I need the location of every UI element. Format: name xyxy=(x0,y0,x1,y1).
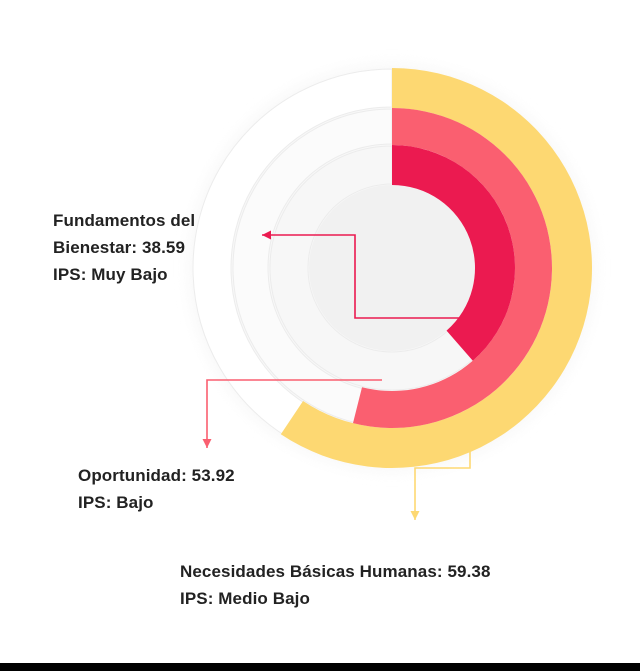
leader-arrow-1 xyxy=(410,511,420,520)
bar-arc-necesidades-b-sicas-humanas xyxy=(280,68,593,469)
label-necesidades-basicas-humanas: Necesidades Básicas Humanas: 59.38 IPS: … xyxy=(180,558,491,612)
bar-arc-fundamentos-del-bienestar xyxy=(392,145,515,361)
label-fb-line3: IPS: Muy Bajo xyxy=(53,265,168,284)
label-fb-line2: Bienestar: 38.59 xyxy=(53,238,186,257)
leader-line-3 xyxy=(262,234,470,319)
leader-arrow-3 xyxy=(262,230,271,240)
label-op-line1: Oportunidad: 53.92 xyxy=(78,466,235,485)
leader-lines xyxy=(202,230,471,520)
label-nbh-line2: IPS: Medio Bajo xyxy=(180,589,310,608)
bar-arc-oportunidad xyxy=(352,108,552,428)
leader-line-2 xyxy=(206,379,382,448)
label-nbh-line1: Necesidades Básicas Humanas: 59.38 xyxy=(180,562,491,581)
label-op-line2: IPS: Bajo xyxy=(78,493,154,512)
label-oportunidad: Oportunidad: 53.92 IPS: Bajo xyxy=(78,462,235,516)
leader-arrow-2 xyxy=(202,439,212,448)
center-core xyxy=(309,185,475,351)
leader-line-1 xyxy=(414,420,471,520)
label-fundamentos-del-bienestar: Fundamentos del Bienestar: 38.59 IPS: Mu… xyxy=(53,207,195,288)
bar-arcs xyxy=(280,68,593,469)
label-fb-line1: Fundamentos del xyxy=(53,211,196,230)
bottom-bar xyxy=(0,663,640,671)
